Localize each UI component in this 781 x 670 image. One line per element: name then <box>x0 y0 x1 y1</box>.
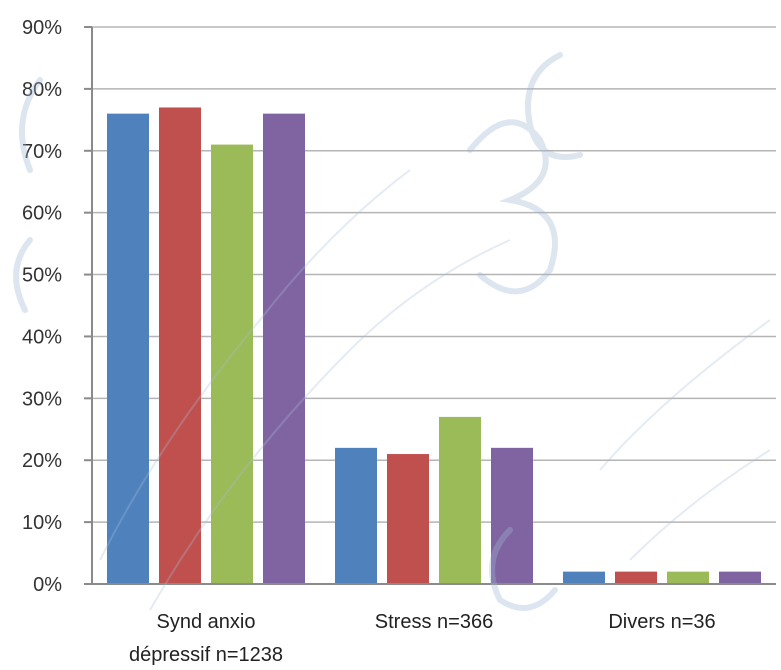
bar <box>667 571 709 584</box>
y-tick-label: 0% <box>33 574 62 596</box>
bar <box>159 107 201 584</box>
y-tick-label: 50% <box>22 265 62 287</box>
axes <box>84 26 776 585</box>
y-tick-label: 60% <box>22 203 62 225</box>
gridlines <box>92 26 776 523</box>
y-tick-label: 40% <box>22 326 62 348</box>
bar <box>439 416 481 584</box>
x-category-label: Synd anxio <box>157 611 256 633</box>
bar <box>335 447 377 584</box>
bar <box>491 447 533 584</box>
x-category-label: Divers n=36 <box>608 611 715 633</box>
bar <box>211 144 253 585</box>
y-tick-label: 30% <box>22 388 62 410</box>
y-tick-label: 70% <box>22 141 62 163</box>
x-category-label: Stress n=366 <box>375 611 493 633</box>
bar <box>263 113 305 585</box>
bar <box>719 571 761 584</box>
bar <box>615 571 657 584</box>
bar <box>107 113 149 585</box>
bar <box>387 454 429 584</box>
x-category-label: dépressif n=1238 <box>129 644 283 666</box>
y-tick-label: 80% <box>22 79 62 101</box>
bar <box>563 571 605 584</box>
labels: 0% 10% 20% 30% 40% 50% 60% 70% 80% 90% Synd anxio d… <box>22 17 716 666</box>
y-tick-label: 10% <box>22 512 62 534</box>
y-tick-label: 90% <box>22 17 62 39</box>
bars <box>107 107 761 585</box>
y-tick-label: 20% <box>22 450 62 472</box>
